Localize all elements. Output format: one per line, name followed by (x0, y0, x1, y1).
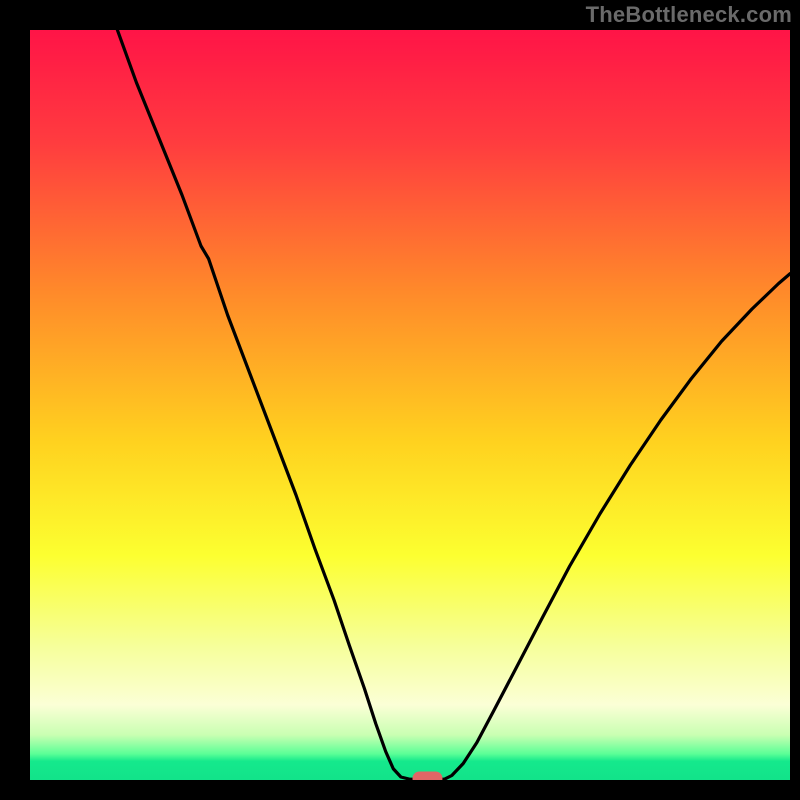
plot-background (30, 30, 790, 780)
chart-canvas (0, 0, 800, 800)
bottleneck-chart: TheBottleneck.com (0, 0, 800, 800)
watermark-label: TheBottleneck.com (586, 2, 792, 28)
